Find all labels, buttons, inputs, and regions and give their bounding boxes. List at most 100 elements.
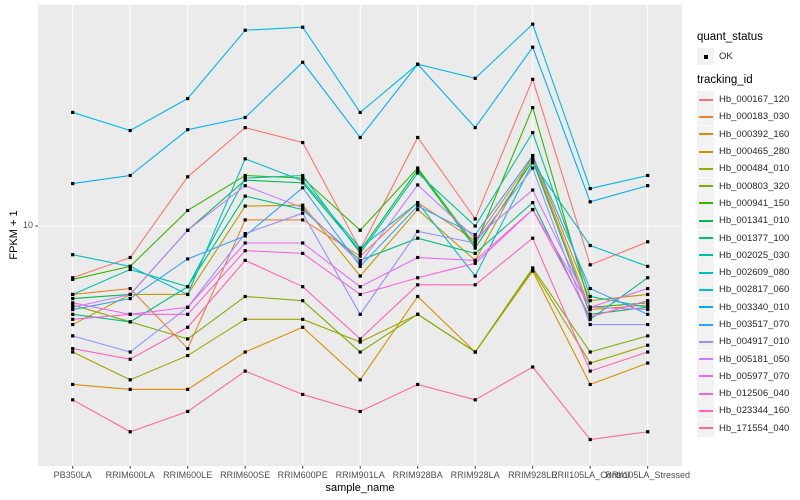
data-point xyxy=(588,312,592,316)
data-point xyxy=(646,286,650,291)
legend-entry: Hb_000392_160 xyxy=(697,125,789,143)
data-point xyxy=(71,276,75,280)
data-point xyxy=(416,294,420,299)
data-point xyxy=(646,430,650,434)
data-point xyxy=(646,305,650,309)
data-point xyxy=(588,369,592,373)
data-point xyxy=(243,218,247,222)
data-point xyxy=(301,207,305,212)
data-point xyxy=(243,294,247,299)
legend-entry: Hb_000465_280 xyxy=(697,143,789,161)
data-point xyxy=(71,398,75,402)
data-point xyxy=(588,243,592,248)
legend-entry: Hb_005977_070 xyxy=(697,367,790,385)
x-tick-label: RRII105LA_Stressed xyxy=(605,470,690,480)
data-point xyxy=(646,299,650,303)
legend-line-swatch-icon xyxy=(698,254,713,257)
legend-label: Hb_005977_070 xyxy=(719,370,790,382)
data-point xyxy=(301,251,305,255)
legend-entry: Hb_004917_010 xyxy=(697,333,790,351)
data-point xyxy=(531,45,535,49)
legend-entry: Hb_023344_160 xyxy=(697,402,789,420)
data-point xyxy=(416,236,420,240)
data-point xyxy=(646,343,650,347)
x-tick-label: PB350LA xyxy=(53,470,92,480)
data-point xyxy=(646,361,650,365)
data-point xyxy=(243,231,247,236)
legend-title-quant-status: quant_status xyxy=(697,31,763,43)
legend-line-swatch-icon xyxy=(698,271,713,274)
data-point xyxy=(243,176,247,180)
data-point xyxy=(473,398,477,402)
data-point xyxy=(186,257,190,261)
data-point xyxy=(71,181,75,186)
data-point xyxy=(301,392,305,397)
data-point xyxy=(186,128,190,132)
data-point xyxy=(531,22,535,26)
legend-label: OK xyxy=(719,51,733,63)
legend-entry: Hb_000484_010 xyxy=(697,160,789,178)
data-point xyxy=(531,188,535,192)
data-point xyxy=(71,292,75,297)
legend-entry: Hb_003517_070 xyxy=(697,316,789,333)
data-point xyxy=(71,312,75,316)
legend-label: Hb_002817_060 xyxy=(719,284,790,296)
data-point xyxy=(243,126,247,130)
legend-line-swatch-icon xyxy=(698,202,713,205)
data-point xyxy=(71,110,75,115)
data-point xyxy=(473,126,477,130)
data-point xyxy=(531,131,535,135)
data-point xyxy=(588,294,592,299)
data-point xyxy=(186,346,190,351)
data-point xyxy=(301,325,305,329)
legend-line-swatch-icon xyxy=(698,219,713,222)
data-point xyxy=(358,312,362,316)
legend-line-swatch-icon xyxy=(698,392,713,395)
data-point xyxy=(531,105,535,110)
data-point xyxy=(358,378,362,382)
legend-title-tracking-id: tracking_id xyxy=(697,74,753,86)
data-point xyxy=(71,334,75,338)
data-point xyxy=(531,201,535,205)
legend-label: Hb_003340_010 xyxy=(719,301,790,313)
data-point xyxy=(646,173,650,178)
x-tick-label: RRIM600SE xyxy=(220,470,271,480)
data-point xyxy=(473,261,477,265)
data-point xyxy=(531,153,535,158)
legend-key-box xyxy=(697,350,714,368)
legend-key-box xyxy=(697,316,714,333)
data-point xyxy=(358,337,362,341)
data-point xyxy=(531,166,535,170)
data-point xyxy=(128,387,132,391)
data-point xyxy=(531,156,535,160)
data-point xyxy=(128,292,132,297)
data-point xyxy=(646,184,650,188)
x-tick-label: RRIM600LA xyxy=(105,470,155,480)
data-point xyxy=(358,258,362,262)
data-point xyxy=(243,234,247,238)
data-point xyxy=(416,201,420,205)
data-point xyxy=(588,299,592,303)
data-point xyxy=(473,224,477,228)
data-point xyxy=(128,378,132,382)
legend-key-box xyxy=(697,298,714,316)
data-point xyxy=(71,346,75,351)
data-point xyxy=(416,166,420,170)
legend-key-box xyxy=(697,385,714,403)
data-point xyxy=(186,387,190,391)
data-point xyxy=(358,340,362,344)
x-tick-label: RRII105LA_Control xyxy=(551,470,630,480)
data-point xyxy=(243,249,247,253)
data-point xyxy=(588,263,592,267)
data-point xyxy=(531,365,535,369)
data-point xyxy=(301,317,305,321)
data-point xyxy=(71,350,75,354)
legend-label: Hb_004917_010 xyxy=(719,336,790,348)
data-point xyxy=(186,337,190,341)
data-point xyxy=(186,305,190,309)
legend-key-box xyxy=(697,108,714,126)
data-point xyxy=(186,208,190,213)
legend-entry: Hb_000941_150 xyxy=(697,194,789,212)
